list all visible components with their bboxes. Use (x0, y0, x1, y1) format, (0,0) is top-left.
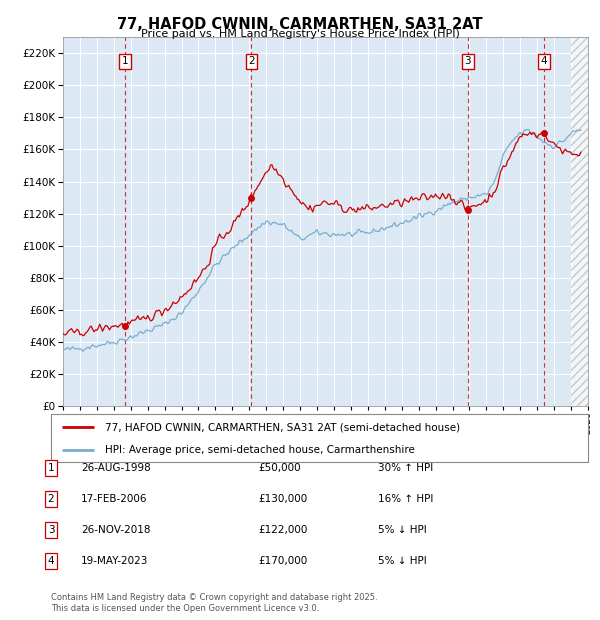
FancyBboxPatch shape (51, 414, 588, 462)
Point (120, 321, 130, 331)
Text: 26-AUG-1998: 26-AUG-1998 (81, 463, 151, 473)
Text: £122,000: £122,000 (258, 525, 307, 535)
Text: Price paid vs. HM Land Registry's House Price Index (HPI): Price paid vs. HM Land Registry's House … (140, 29, 460, 38)
Text: 26-NOV-2018: 26-NOV-2018 (81, 525, 151, 535)
Text: £50,000: £50,000 (258, 463, 301, 473)
Text: 2: 2 (47, 494, 55, 504)
Text: 17-FEB-2006: 17-FEB-2006 (81, 494, 148, 504)
Text: 5% ↓ HPI: 5% ↓ HPI (378, 556, 427, 566)
Point (247, 193, 256, 203)
Text: 3: 3 (47, 525, 55, 535)
Text: 3: 3 (464, 56, 471, 66)
Text: 16% ↑ HPI: 16% ↑ HPI (378, 494, 433, 504)
Text: 19-MAY-2023: 19-MAY-2023 (81, 556, 148, 566)
Point (463, 205, 473, 215)
Text: £130,000: £130,000 (258, 494, 307, 504)
Text: 1: 1 (47, 463, 55, 473)
Text: 4: 4 (47, 556, 55, 566)
Text: £170,000: £170,000 (258, 556, 307, 566)
Text: 30% ↑ HPI: 30% ↑ HPI (378, 463, 433, 473)
Text: 1: 1 (122, 56, 128, 66)
Text: 2: 2 (248, 56, 255, 66)
Text: 77, HAFOD CWNIN, CARMARTHEN, SA31 2AT: 77, HAFOD CWNIN, CARMARTHEN, SA31 2AT (117, 17, 483, 32)
Text: HPI: Average price, semi-detached house, Carmarthenshire: HPI: Average price, semi-detached house,… (105, 445, 415, 455)
Point (539, 128, 548, 138)
Text: 5% ↓ HPI: 5% ↓ HPI (378, 525, 427, 535)
Text: 77, HAFOD CWNIN, CARMARTHEN, SA31 2AT (semi-detached house): 77, HAFOD CWNIN, CARMARTHEN, SA31 2AT (s… (105, 422, 460, 432)
Polygon shape (571, 37, 588, 406)
Text: Contains HM Land Registry data © Crown copyright and database right 2025.
This d: Contains HM Land Registry data © Crown c… (51, 593, 377, 613)
Text: 4: 4 (541, 56, 547, 66)
